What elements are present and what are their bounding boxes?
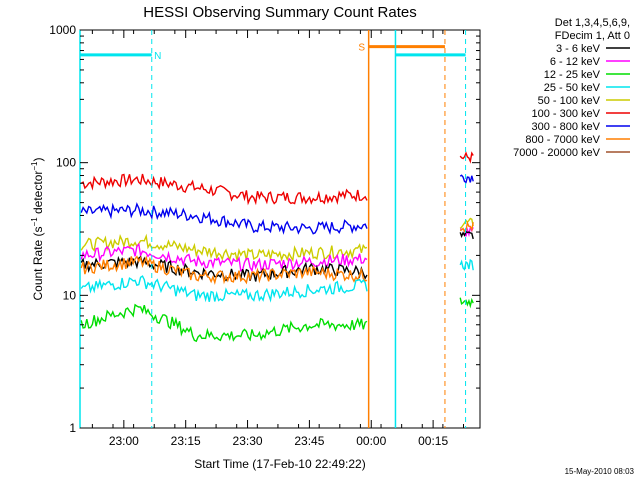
legend-label: 12 - 25 keV (544, 69, 601, 81)
y-tick-label: 100 (56, 156, 76, 170)
x-axis-label: Start Time (17-Feb-10 22:49:22) (194, 457, 365, 471)
legend-label: 7000 - 20000 keV (513, 147, 601, 159)
series-layer (80, 151, 474, 343)
chart-title: HESSI Observing Summary Count Rates (143, 4, 416, 21)
series-line (80, 275, 368, 303)
y-axis-label-sup2: −1 (30, 161, 39, 171)
series-line-after-gap (459, 174, 474, 184)
tick-layer: 1 10 100 1000 23:00 23:15 23:30 23:45 00:00 00:15 (49, 23, 480, 448)
legend-label: 6 - 12 keV (550, 56, 601, 68)
legend-label: 3 - 6 keV (556, 43, 601, 55)
series-line (80, 242, 368, 273)
y-tick-label: 1 (69, 421, 76, 435)
flag-label: N (154, 51, 161, 62)
series-line-after-gap (459, 230, 474, 240)
series-line-after-gap (459, 258, 474, 271)
x-tick-label: 23:30 (233, 434, 263, 448)
y-axis-label-mid: detector (31, 171, 45, 218)
y-axis-label-close: ) (31, 158, 45, 162)
flag-label: S (358, 43, 365, 54)
x-tick-label: 23:45 (294, 434, 324, 448)
legend-label: 100 - 300 keV (532, 108, 601, 120)
legend: Det 1,3,4,5,6,9, FDecim 1, Att 0 3 - 6 k… (513, 17, 630, 159)
legend-label: 25 - 50 keV (544, 82, 601, 94)
series-line-after-gap (459, 220, 474, 233)
x-tick-label: 00:00 (356, 434, 386, 448)
x-tick-label: 00:15 (418, 434, 448, 448)
series-line-after-gap (459, 297, 474, 309)
flag-layer: NS (79, 30, 467, 428)
series-line (80, 255, 368, 286)
y-tick-label: 10 (63, 288, 77, 302)
x-tick-label: 23:00 (109, 434, 139, 448)
legend-label: 300 - 800 keV (532, 121, 601, 133)
x-tick-label: 23:15 (171, 434, 201, 448)
legend-header-line-1: Det 1,3,4,5,6,9, (555, 17, 630, 29)
series-line-after-gap (459, 217, 474, 229)
y-tick-label: 1000 (49, 23, 76, 37)
y-axis-label: Count Rate (s−1 detector−1) (30, 158, 45, 301)
legend-label: 800 - 7000 keV (525, 134, 600, 146)
series-line-after-gap (459, 151, 474, 164)
series-line (80, 303, 368, 343)
y-axis-label-sup: −1 (30, 217, 39, 227)
series-line (80, 233, 368, 263)
y-axis-label-text: Count Rate (s (31, 226, 45, 300)
footer-date: 15-May-2010 08:03 (565, 467, 635, 476)
legend-label: 50 - 100 keV (538, 95, 601, 107)
legend-header-line-2: FDecim 1, Att 0 (555, 30, 630, 42)
series-line (80, 202, 368, 236)
series-line (80, 173, 368, 206)
